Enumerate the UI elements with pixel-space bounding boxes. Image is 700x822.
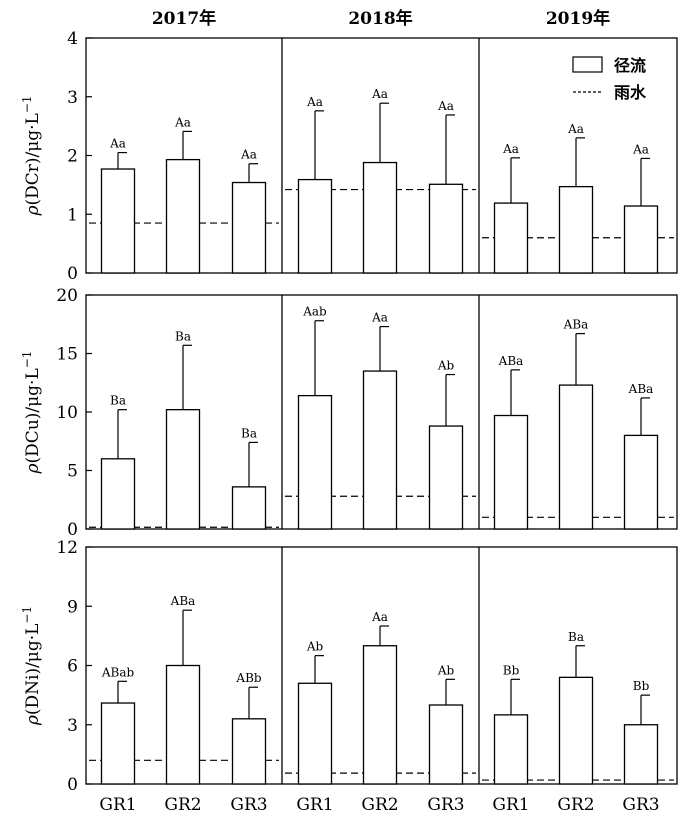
- y-tick-label: 4: [67, 29, 78, 49]
- legend-label-rainwater: 雨水: [614, 83, 647, 102]
- runoff-bar: [231, 181, 267, 274]
- y-tick-label: 20: [56, 286, 78, 306]
- significance-label: Ba: [110, 394, 126, 408]
- y-tick-label: 2: [67, 147, 78, 167]
- x-category-label: GR3: [622, 795, 659, 815]
- runoff-bar: [558, 676, 594, 785]
- y-axis-label-symbol: ρ: [23, 206, 43, 217]
- runoff-bar: [231, 718, 267, 785]
- x-category-label: GR2: [164, 795, 201, 815]
- significance-label: Aa: [632, 142, 649, 156]
- significance-label: Ba: [175, 329, 191, 343]
- runoff-bar: [100, 458, 136, 530]
- x-category-label: GR1: [99, 795, 136, 815]
- significance-label: Bb: [633, 679, 650, 693]
- y-axis-label-text: (DCu)/μg·L: [23, 368, 43, 463]
- significance-label: Ba: [241, 426, 257, 440]
- y-axis-label-text: (DNi)/μg·L: [23, 624, 43, 716]
- runoff-bar: [428, 425, 464, 530]
- y-axis-label-text: (DCr)/μg·L: [23, 113, 43, 205]
- x-category-label: GR2: [361, 795, 398, 815]
- x-category-label: GR3: [230, 795, 267, 815]
- runoff-bar: [165, 409, 201, 530]
- runoff-bar: [231, 486, 267, 530]
- significance-label: Ab: [306, 640, 324, 654]
- runoff-bar: [362, 645, 398, 785]
- y-axis-label-1: ρ(DCr)/μg·L−1: [20, 95, 43, 216]
- runoff-bar: [362, 161, 398, 274]
- significance-label: Aa: [109, 137, 126, 151]
- y-tick-label: 9: [67, 597, 78, 617]
- x-category-label: GR1: [296, 795, 333, 815]
- runoff-bar: [623, 724, 659, 785]
- y-tick-label: 15: [56, 345, 78, 365]
- runoff-bar: [165, 158, 201, 274]
- y-tick-label: 0: [67, 775, 78, 795]
- y-axis-label-exponent: −1: [20, 95, 34, 113]
- legend-label-runoff: 径流: [614, 56, 646, 75]
- significance-label: ABa: [628, 382, 654, 396]
- significance-label: Aa: [437, 99, 454, 113]
- significance-label: Aa: [567, 122, 584, 136]
- significance-label: Aa: [371, 87, 388, 101]
- significance-label: Aa: [240, 148, 257, 162]
- runoff-bar: [362, 370, 398, 530]
- y-axis-label-symbol: ρ: [23, 715, 43, 726]
- x-category-label: GR2: [557, 795, 594, 815]
- y-tick-label: 1: [67, 205, 78, 225]
- significance-label: ABa: [498, 354, 524, 368]
- y-axis-label-symbol: ρ: [23, 463, 43, 474]
- year-title-2: 2018年: [348, 8, 412, 29]
- y-tick-label: 12: [56, 538, 78, 558]
- runoff-bar: [428, 183, 464, 274]
- y-tick-label: 3: [67, 88, 78, 108]
- significance-label: ABb: [235, 671, 261, 685]
- runoff-bar: [558, 185, 594, 274]
- significance-label: Aa: [502, 142, 519, 156]
- y-axis-label-2: ρ(DCu)/μg·L−1: [20, 351, 43, 475]
- year-title-1: 2017年: [152, 8, 216, 29]
- significance-label: ABa: [170, 594, 196, 608]
- significance-label: Ba: [568, 630, 584, 644]
- runoff-bar: [297, 682, 333, 785]
- significance-label: Aa: [174, 115, 191, 129]
- significance-label: Aab: [302, 305, 327, 319]
- runoff-bar: [428, 704, 464, 785]
- y-tick-label: 0: [67, 264, 78, 284]
- runoff-bar: [623, 434, 659, 530]
- runoff-bar: [558, 384, 594, 530]
- y-axis-label-exponent: −1: [20, 606, 34, 624]
- significance-label: Aa: [371, 610, 388, 624]
- significance-label: Aa: [371, 311, 388, 325]
- legend-bar-swatch: [572, 56, 603, 73]
- y-tick-label: 0: [67, 520, 78, 540]
- significance-label: Aa: [306, 95, 323, 109]
- significance-label: ABab: [101, 665, 135, 679]
- y-tick-label: 6: [67, 657, 78, 677]
- significance-label: Bb: [503, 663, 520, 677]
- year-title-3: 2019年: [546, 8, 610, 29]
- runoff-bar: [100, 168, 136, 274]
- runoff-bar: [493, 202, 529, 274]
- significance-label: Ab: [437, 359, 455, 373]
- y-tick-label: 10: [56, 403, 78, 423]
- x-category-label: GR1: [492, 795, 529, 815]
- x-category-label: GR3: [427, 795, 464, 815]
- runoff-bar: [493, 714, 529, 785]
- significance-label: Ab: [437, 663, 455, 677]
- y-axis-label-exponent: −1: [20, 351, 34, 369]
- y-tick-label: 3: [67, 716, 78, 736]
- significance-label: ABa: [563, 318, 589, 332]
- runoff-bar: [297, 394, 333, 530]
- runoff-bar: [100, 702, 136, 785]
- y-axis-label-3: ρ(DNi)/μg·L−1: [20, 606, 43, 726]
- runoff-bar: [165, 664, 201, 785]
- runoff-bar: [623, 205, 659, 274]
- runoff-bar: [297, 178, 333, 274]
- y-tick-label: 5: [67, 462, 78, 482]
- runoff-bar: [493, 414, 529, 530]
